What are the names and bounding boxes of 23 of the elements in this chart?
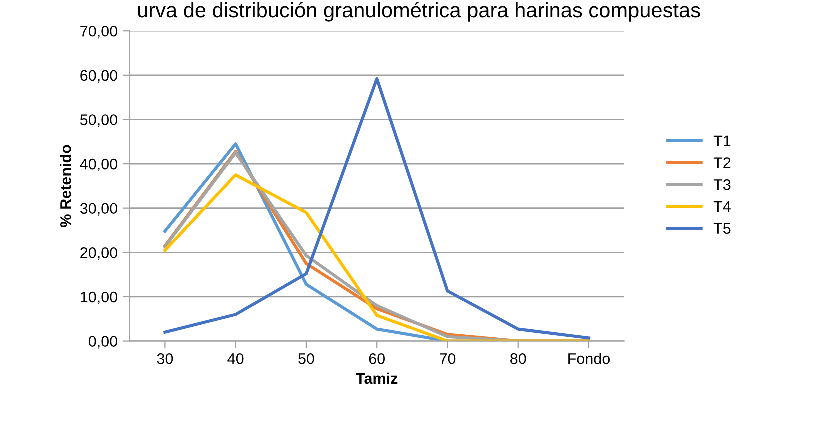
y-tick-label: 0,00: [88, 336, 118, 349]
y-tick-label: 50,00: [80, 114, 118, 128]
y-tick-label: 10,00: [81, 292, 118, 304]
legend-label: T5: [714, 223, 731, 234]
x-tick-label: 70: [440, 353, 456, 364]
x-tick-label: 50: [298, 353, 314, 364]
y-tick-label: 40,00: [80, 158, 118, 172]
legend-label: T1: [714, 136, 731, 146]
x-axis-title: Tamiz: [356, 372, 398, 384]
x-tick-label: 60: [369, 353, 385, 364]
y-tick-label: 20,00: [80, 248, 118, 260]
legend-label: T2: [714, 158, 731, 168]
x-tick-label: Fondo: [568, 353, 610, 364]
y-tick-label: 70,00: [80, 26, 118, 39]
y-tick-label: 30,00: [80, 203, 118, 216]
x-tick-label: 80: [510, 353, 526, 364]
x-tick-label: 40: [228, 353, 244, 364]
legend-label: T4: [714, 202, 731, 212]
chart-title: urva de distribución granulométrica para harinas compuestas: [138, 2, 700, 22]
y-axis-title: % Retenido: [60, 145, 72, 228]
legend-label: T3: [714, 179, 731, 190]
y-tick-label: 60,00: [80, 70, 118, 83]
x-tick-label: 30: [157, 353, 174, 364]
